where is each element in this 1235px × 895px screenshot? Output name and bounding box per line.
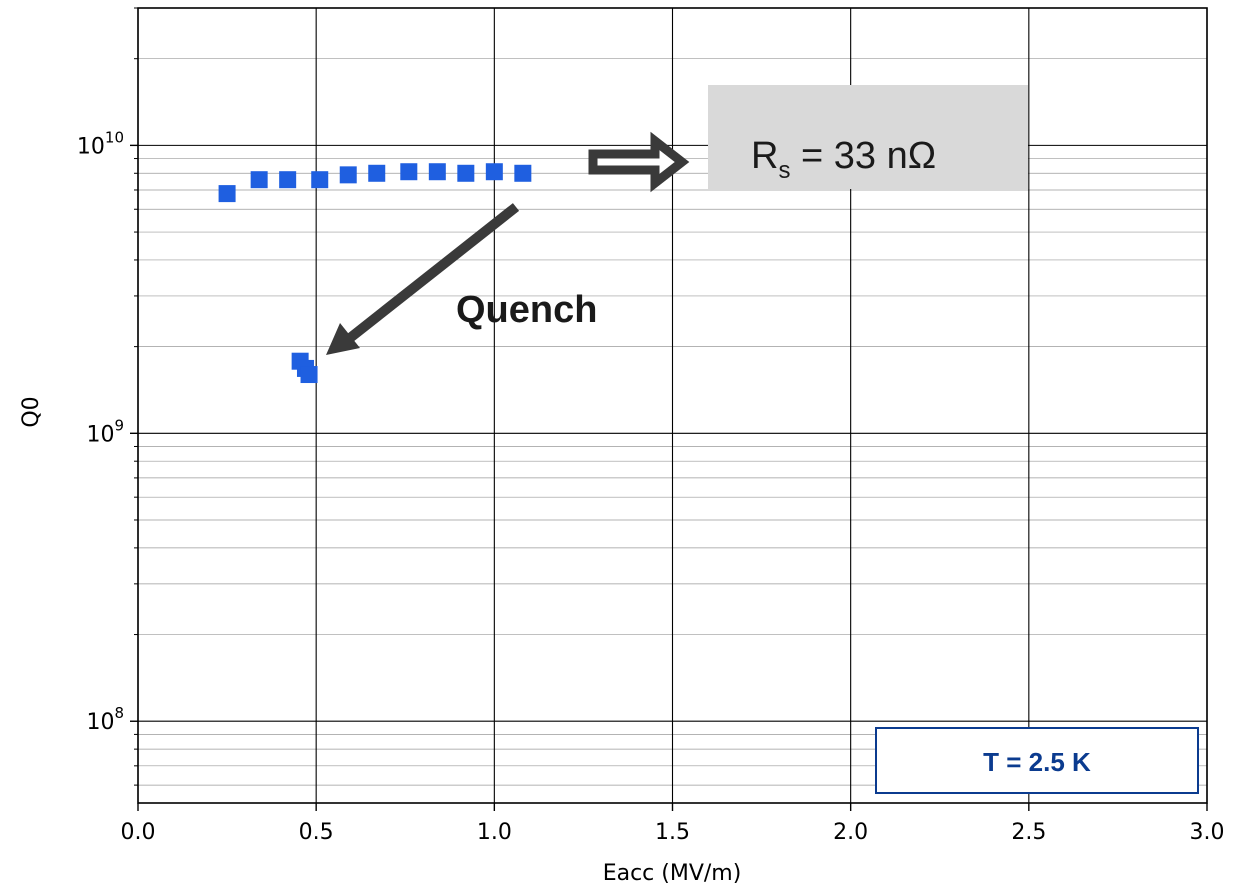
data-point: [300, 366, 318, 384]
y-axis-label: Q0: [19, 396, 44, 427]
quench-arrow: [326, 203, 520, 355]
x-tick-label: 2.0: [833, 820, 868, 845]
data-point: [250, 171, 268, 189]
x-tick-label: 2.5: [1011, 820, 1046, 845]
data-point: [514, 164, 532, 182]
x-tick-label: 1.5: [655, 820, 690, 845]
rs-box: Rs = 33 nΩ: [708, 85, 1028, 189]
data-point: [457, 164, 475, 182]
y-axis-ticks: 108 109 1010: [77, 7, 138, 786]
y-tick-label: 1010: [77, 128, 124, 159]
data-point: [368, 164, 386, 182]
x-tick-label: 0.5: [299, 820, 334, 845]
quench-label: Quench: [456, 289, 597, 331]
data-point: [400, 163, 418, 181]
rs-label: Rs = 33 nΩ: [751, 135, 936, 184]
x-tick-label: 1.0: [477, 820, 512, 845]
data-points: [218, 163, 532, 384]
y-tick-label: 109: [86, 416, 124, 447]
data-point: [311, 171, 329, 189]
rs-arrow: [588, 131, 690, 193]
x-axis-label: Eacc (MV/m): [603, 861, 742, 886]
data-point: [279, 171, 297, 189]
temperature-label: T = 2.5 K: [983, 747, 1091, 777]
data-point: [428, 163, 446, 181]
data-point: [218, 185, 236, 203]
x-axis-ticks: 0.0 0.5 1.0 1.5 2.0 2.5 3.0: [121, 803, 1225, 845]
x-tick-label: 3.0: [1190, 820, 1225, 845]
x-tick-label: 0.0: [121, 820, 156, 845]
major-gridlines: [137, 8, 1208, 803]
data-point: [485, 163, 503, 181]
y-tick-label: 108: [86, 704, 124, 735]
temperature-box: T = 2.5 K: [875, 727, 1199, 794]
data-point: [339, 166, 357, 184]
